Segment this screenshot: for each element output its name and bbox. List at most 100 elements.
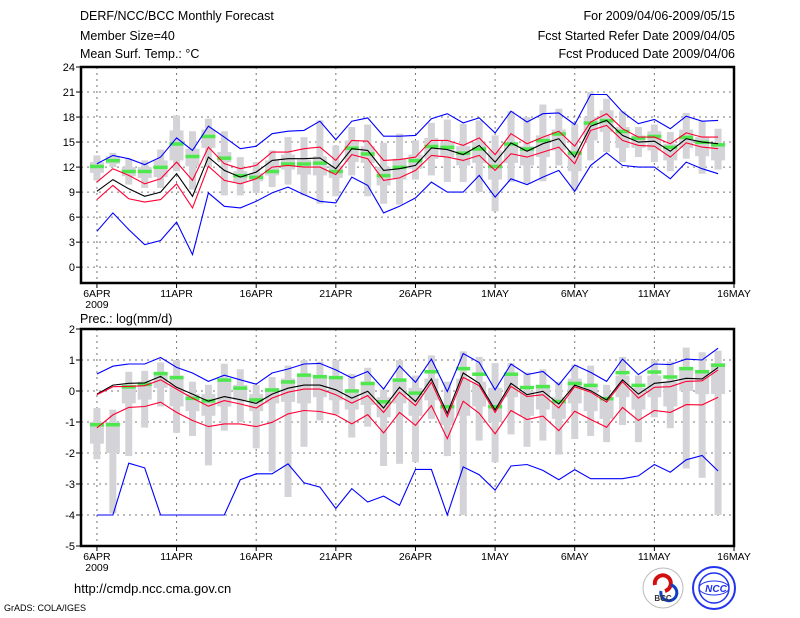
x-tick-label: 11MAY xyxy=(638,288,671,300)
observation-mark xyxy=(169,375,184,380)
series-upper-line xyxy=(96,369,719,419)
observation-mark xyxy=(615,370,630,375)
ensemble-range-bar xyxy=(380,389,388,467)
observation-mark xyxy=(519,147,534,151)
x-tick-label: 1MAY xyxy=(481,551,509,563)
ensemble-range-bar xyxy=(125,371,133,457)
y-tick-label: 12 xyxy=(63,162,75,174)
observation-mark xyxy=(695,369,710,374)
x-tick-label: 6MAY xyxy=(561,551,589,563)
series-max-line xyxy=(96,347,719,393)
ensemble-range-bar xyxy=(459,351,467,515)
y-tick-label: 18 xyxy=(63,112,75,124)
y-tick-label: 9 xyxy=(69,187,75,199)
y-tick-label: 15 xyxy=(63,137,75,149)
y-tick-label: 0 xyxy=(69,386,75,398)
observation-mark xyxy=(281,380,296,384)
ensemble-range-bar xyxy=(682,347,690,469)
observation-mark xyxy=(631,383,646,388)
x-tick-label: 11MAY xyxy=(638,551,671,563)
ensemble-range-bar xyxy=(252,384,260,449)
observation-mark xyxy=(424,144,439,149)
observation-mark xyxy=(583,121,598,125)
observation-mark xyxy=(392,165,407,170)
observation-mark xyxy=(615,129,630,134)
ensemble-range-bar xyxy=(698,352,706,478)
x-tick-label: 6APR xyxy=(83,288,111,300)
ncc-logo-text: NCC xyxy=(705,584,727,595)
observation-mark xyxy=(647,134,662,139)
y-tick-label: 21 xyxy=(63,87,75,99)
observation-mark xyxy=(360,381,375,386)
ensemble-quartile-box xyxy=(169,375,184,407)
grads-credit: GrADS: COLA/IGES xyxy=(4,603,87,613)
series-min-line xyxy=(96,152,719,257)
observation-mark xyxy=(504,372,519,376)
observation-mark xyxy=(599,396,614,401)
observation-mark xyxy=(663,375,678,379)
y-tick-label: 3 xyxy=(69,237,75,249)
ensemble-quartile-box xyxy=(535,384,550,410)
chart-title: DERF/NCC/BCC Monthly Forecast xyxy=(80,9,274,23)
ensemble-quartile-box xyxy=(488,387,503,422)
observation-mark xyxy=(679,135,694,140)
observation-mark xyxy=(424,369,439,374)
observation-mark xyxy=(647,370,662,374)
observation-mark xyxy=(631,136,646,140)
ensemble-quartile-box xyxy=(519,146,534,166)
observation-mark xyxy=(185,154,200,159)
logos: BCC NCC xyxy=(642,566,736,610)
y-tick-label: -1 xyxy=(65,417,75,429)
temperature-chart: 0 3 6 9 12 15 18 21 24 6APR 11APR 16APR 21APR 26APR 1M… xyxy=(63,62,751,311)
observation-mark xyxy=(551,399,566,404)
ensemble-quartile-box xyxy=(105,422,120,453)
ensemble-range-bar xyxy=(411,375,419,463)
observation-mark xyxy=(296,373,311,377)
ensemble-quartile-box xyxy=(89,422,104,444)
observation-mark xyxy=(217,378,232,382)
observation-mark xyxy=(233,173,248,178)
observation-mark xyxy=(249,398,264,402)
observation-mark xyxy=(392,378,407,382)
observation-mark xyxy=(376,400,391,404)
observation-mark xyxy=(472,372,487,376)
observation-mark xyxy=(519,385,534,390)
y-tick-label: 1 xyxy=(69,355,75,367)
observation-mark xyxy=(217,156,232,160)
observation-mark xyxy=(233,386,248,390)
observation-mark xyxy=(265,169,280,174)
y-tick-label: 2 xyxy=(69,324,75,336)
ensemble-quartile-box xyxy=(456,378,471,416)
x-tick-label: 6APR xyxy=(83,551,111,563)
observation-mark xyxy=(376,173,391,178)
series-max-line xyxy=(96,93,719,166)
observation-mark xyxy=(567,381,582,386)
observation-mark xyxy=(504,142,519,146)
x-tick-label: 21APR xyxy=(319,551,353,563)
ensemble-quartile-box xyxy=(679,369,694,391)
ensemble-quartile-box xyxy=(281,154,296,170)
y-tick-label: -2 xyxy=(65,448,75,460)
y-tick-label: -3 xyxy=(65,479,75,491)
y-tick-label: 6 xyxy=(69,212,75,224)
x-tick-label: 26APR xyxy=(399,551,433,563)
series-mean-line xyxy=(96,366,719,415)
ensemble-quartile-box xyxy=(599,397,614,419)
observation-mark xyxy=(281,162,296,166)
ensemble-quartile-box xyxy=(265,387,280,404)
x-tick-label: 11APR xyxy=(160,288,193,300)
ensemble-quartile-box xyxy=(711,363,726,395)
observation-mark xyxy=(408,391,423,395)
y-tick-label: -4 xyxy=(65,510,75,522)
plot-frame xyxy=(79,327,736,548)
year-label: 2009 xyxy=(85,562,109,574)
observation-mark xyxy=(89,164,104,169)
x-tick-label: 16APR xyxy=(240,288,274,300)
observation-mark xyxy=(567,151,582,155)
ensemble-quartile-box xyxy=(647,375,662,398)
observation-mark xyxy=(360,152,375,156)
observation-mark xyxy=(535,138,550,143)
x-tick-label: 6MAY xyxy=(561,288,589,300)
source-url[interactable]: http://cmdp.ncc.cma.gov.cn xyxy=(74,581,232,596)
